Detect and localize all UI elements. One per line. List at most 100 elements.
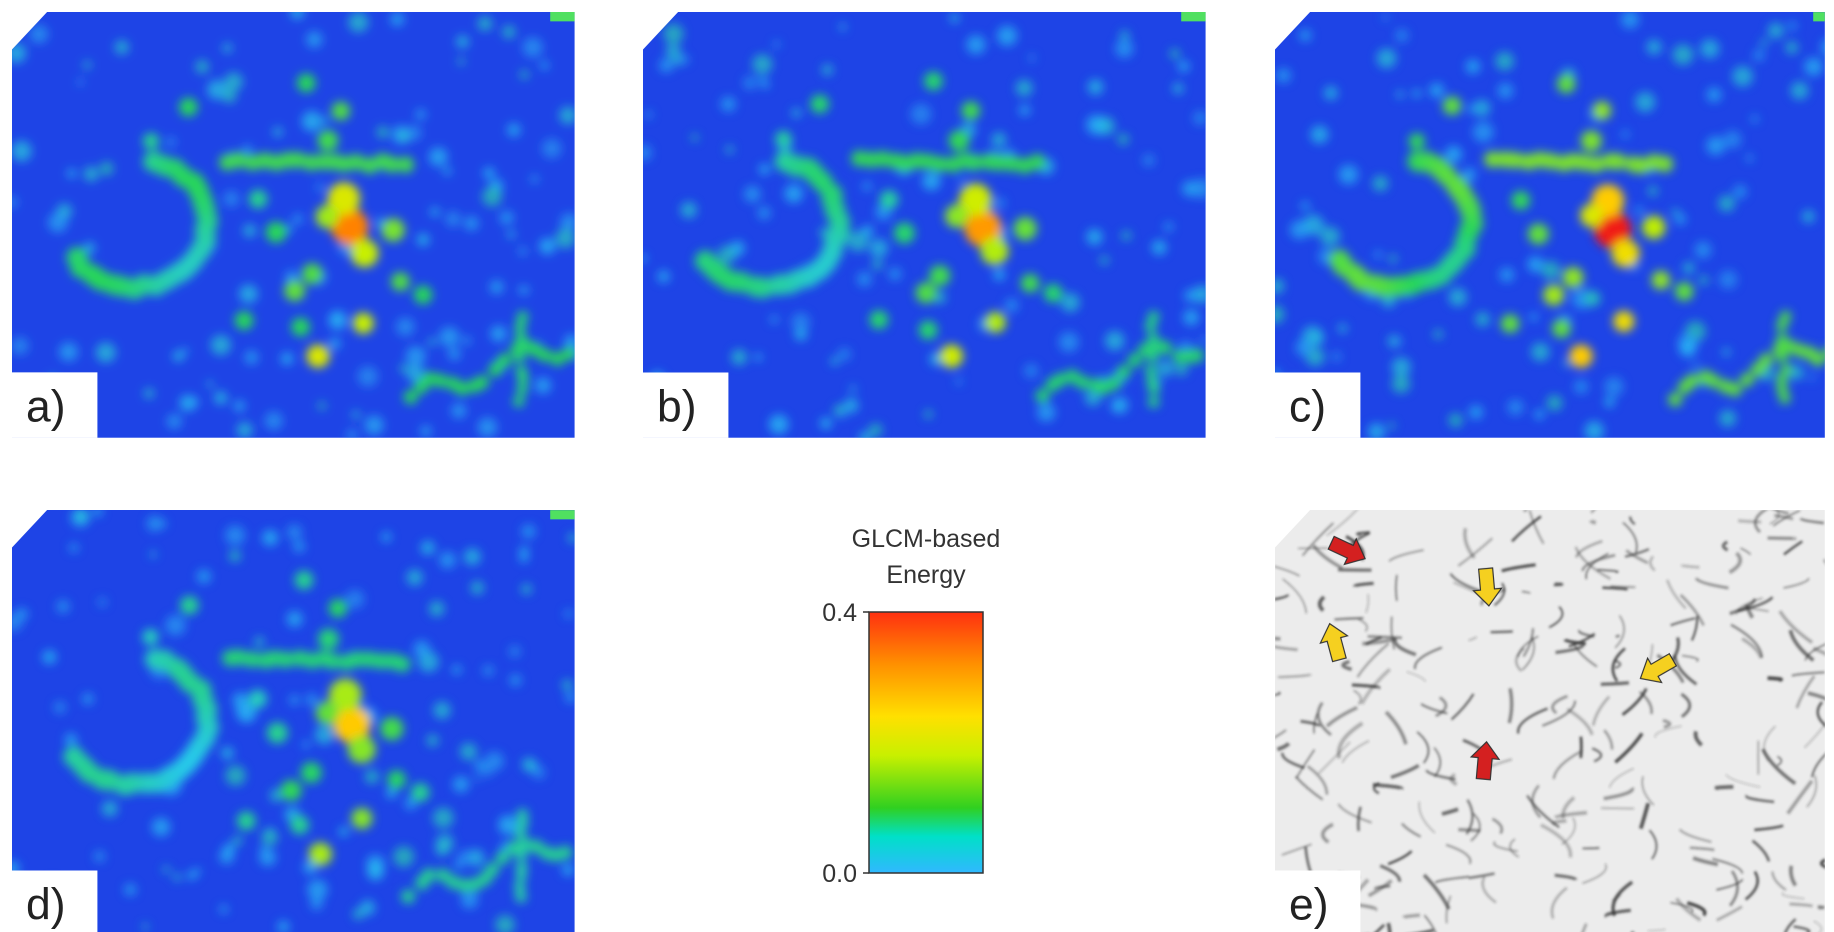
speck (1184, 289, 1197, 302)
speck (500, 211, 514, 225)
speck (1276, 68, 1291, 83)
speck (888, 267, 901, 280)
speck (721, 96, 736, 111)
heat-blob (517, 340, 529, 352)
figure: GLCM-based Energy 0.00.4 a)b)c)d)e) (0, 0, 1834, 932)
speck (229, 550, 241, 562)
heat-blob (1107, 376, 1121, 390)
heat-blob (1543, 285, 1564, 306)
speck (478, 418, 498, 438)
speck (429, 147, 448, 166)
speck (872, 259, 883, 270)
heat-blob (981, 237, 1009, 265)
speck (834, 405, 843, 414)
speck (464, 548, 481, 565)
speck (1388, 422, 1395, 429)
speck (224, 72, 243, 91)
speck (1158, 360, 1174, 376)
speck (1086, 115, 1106, 135)
speck (478, 16, 493, 31)
speck (102, 800, 118, 816)
heat-blob (1562, 267, 1583, 288)
speck (243, 145, 252, 154)
heat-blob (497, 353, 511, 367)
speck (820, 417, 832, 429)
heat-blob (880, 190, 899, 209)
speck (1802, 210, 1815, 223)
speck (966, 35, 986, 55)
speck (262, 530, 278, 546)
speck (1497, 83, 1513, 99)
panel: e) (1255, 494, 1834, 932)
speck (1332, 352, 1342, 362)
speck (96, 342, 116, 362)
speck (522, 37, 543, 58)
speck (273, 127, 283, 137)
heat-blob (945, 204, 968, 227)
speck (420, 426, 431, 437)
speck (1760, 39, 1768, 47)
speck (859, 431, 872, 444)
speck (1088, 79, 1104, 95)
heat-blob (380, 717, 403, 740)
speck (30, 25, 49, 44)
heat-blob (1329, 249, 1350, 270)
heat-blob (387, 770, 406, 789)
heat-blob (309, 842, 332, 865)
speck (393, 846, 414, 867)
speck (1086, 229, 1103, 246)
speck (223, 191, 239, 207)
speck (1112, 397, 1129, 414)
speck (1191, 178, 1211, 198)
speck (1121, 231, 1131, 241)
speck (522, 758, 536, 772)
heat-blob (411, 783, 430, 802)
stroke (1525, 494, 1555, 512)
heat-blob (1501, 314, 1520, 333)
heat-blob (1117, 365, 1131, 379)
speck (352, 410, 361, 419)
speck (555, 228, 575, 248)
speck (92, 506, 102, 516)
speck (564, 609, 573, 618)
speck (838, 348, 851, 361)
speck (1183, 309, 1199, 325)
speck (439, 552, 456, 569)
speck (1547, 395, 1563, 411)
speck (958, 177, 965, 184)
speck (54, 701, 67, 714)
speck (4, 613, 22, 631)
speck (521, 584, 532, 595)
speck (211, 335, 231, 355)
speck (1019, 105, 1030, 116)
speck (1024, 364, 1038, 378)
speck (206, 381, 213, 388)
speck (142, 923, 149, 930)
speck (364, 415, 384, 435)
heat-blob (394, 656, 410, 672)
speck (451, 403, 467, 419)
speck (1473, 100, 1490, 117)
heat-blob (1145, 364, 1157, 376)
speck (1733, 185, 1746, 198)
stroke (1554, 584, 1562, 585)
colorbar-title: GLCM-based (852, 525, 1001, 553)
heat-blob (1610, 153, 1626, 169)
speck (1768, 23, 1784, 39)
heat-blob (985, 312, 1006, 333)
speck (77, 78, 84, 85)
stroke (1368, 636, 1402, 637)
speck (428, 338, 436, 346)
colorbar: GLCM-based Energy 0.00.4 (822, 525, 1000, 888)
speck (924, 410, 933, 419)
heat-blob (353, 313, 374, 334)
speck (9, 17, 16, 24)
speck (791, 313, 810, 332)
speck (663, 24, 683, 44)
speck (11, 337, 29, 355)
speck (259, 849, 276, 866)
heat-blob (514, 881, 526, 893)
heat-blob (515, 848, 527, 860)
speck (1295, 339, 1312, 356)
speck (430, 207, 440, 217)
